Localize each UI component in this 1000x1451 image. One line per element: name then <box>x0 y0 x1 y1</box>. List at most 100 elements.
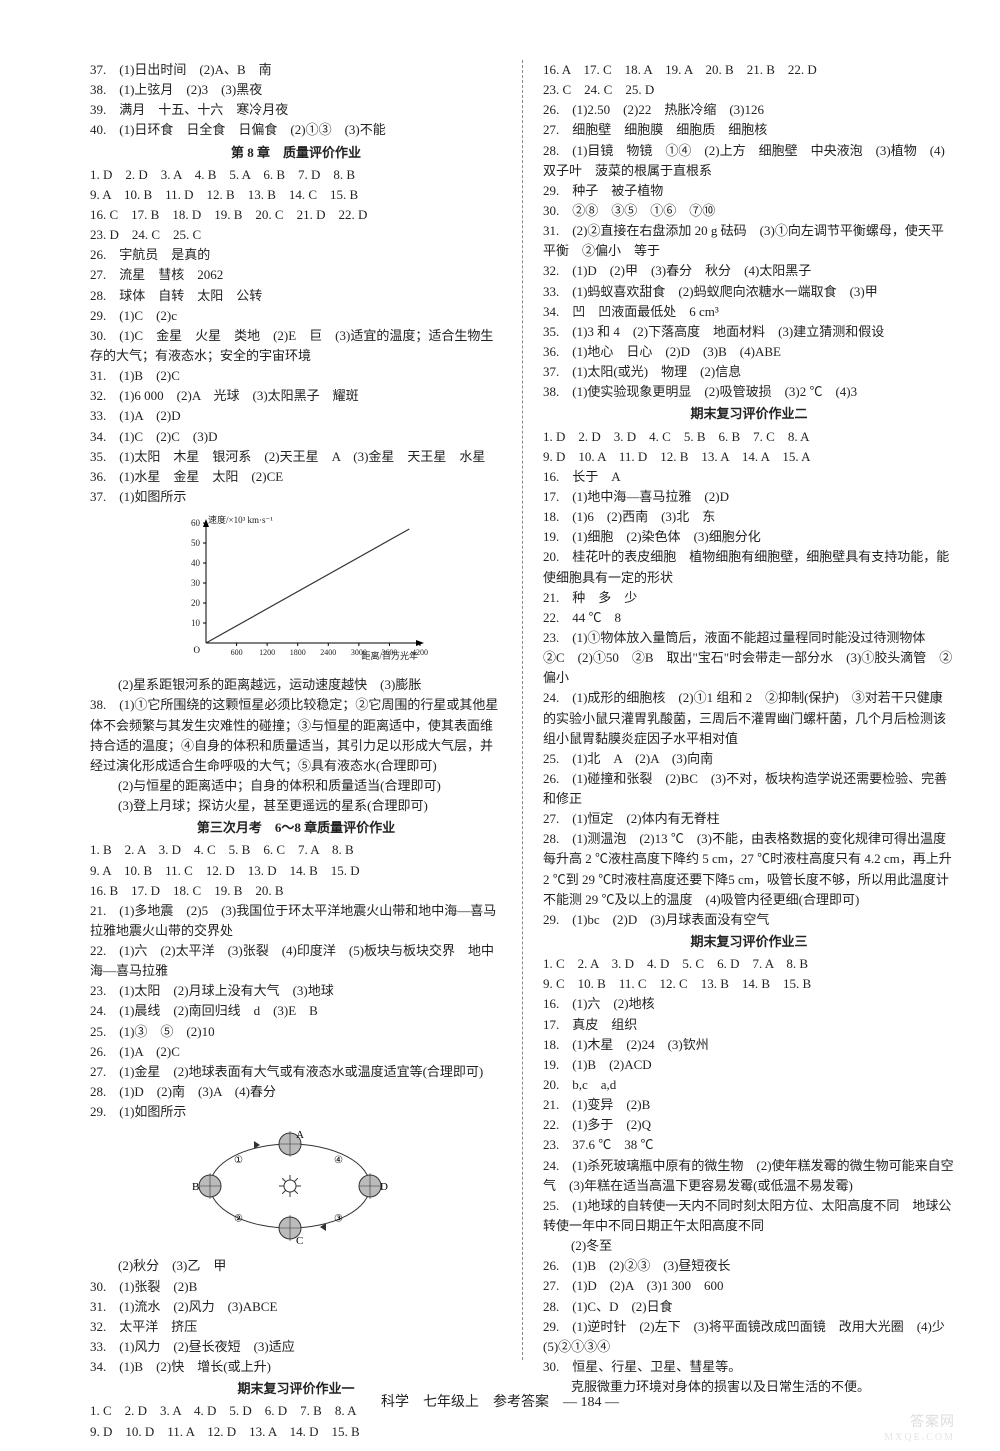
answer-line: 29. (1)逆时针 (2)左下 (3)将平面镜改成凹面镜 改用大光圈 (4)少… <box>543 1317 955 1357</box>
page-footer: 科学 七年级上 参考答案 — 184 — <box>0 1391 1000 1411</box>
watermark-url: MXQE.COM <box>884 1432 955 1443</box>
section-heading: 期末复习评价作业二 <box>543 404 955 424</box>
page-columns: 37. (1)日出时间 (2)A、B 南38. (1)上弦月 (2)3 (3)黑… <box>90 60 955 1360</box>
svg-text:2400: 2400 <box>320 648 336 657</box>
answer-line: 19. (1)B (2)ACD <box>543 1055 955 1075</box>
answer-line: 37. (1)太阳(或光) 物理 (2)信息 <box>543 362 955 382</box>
column-divider <box>522 60 523 1360</box>
answer-line: 16. A 17. C 18. A 19. A 20. B 21. B 22. … <box>543 60 955 80</box>
answer-line: 30. (1)张裂 (2)B <box>90 1277 502 1297</box>
answer-line: 22. (1)多于 (2)Q <box>543 1115 955 1135</box>
answer-line: 21. (1)多地震 (2)5 (3)我国位于环太平洋地震火山带和地中海—喜马拉… <box>90 901 502 941</box>
answer-line: 38. (1)上弦月 (2)3 (3)黑夜 <box>90 80 502 100</box>
svg-text:40: 40 <box>191 558 201 568</box>
answer-line: 28. 球体 自转 太阳 公转 <box>90 286 502 306</box>
answer-line: 31. (2)②直接在右盘添加 20 g 砝码 (3)①向左调节平衡螺母，使天平… <box>543 221 955 261</box>
svg-text:D: D <box>380 1181 388 1193</box>
svg-text:B: B <box>192 1181 199 1193</box>
answer-line: 29. (1)如图所示 <box>90 1102 502 1122</box>
svg-text:C: C <box>296 1235 303 1246</box>
answer-line: 35. (1)太阳 木星 银河系 (2)天王星 A (3)金星 天王星 水星 <box>90 447 502 467</box>
answer-line: 31. (1)B (2)C <box>90 366 502 386</box>
answer-line: 23. C 24. C 25. D <box>543 80 955 100</box>
answer-line: 29. (1)bc (2)D (3)月球表面没有空气 <box>543 910 955 930</box>
answer-line: 37. (1)日出时间 (2)A、B 南 <box>90 60 502 80</box>
answer-line: 35. (1)3 和 4 (2)下落高度 地面材料 (3)建立猜测和假设 <box>543 322 955 342</box>
answer-line: 9. C 10. B 11. C 12. C 13. B 14. B 15. B <box>543 974 955 994</box>
answer-line: 27. (1)恒定 (2)体内有无脊柱 <box>543 809 955 829</box>
answer-line: 1. C 2. A 3. D 4. D 5. C 6. D 7. A 8. B <box>543 954 955 974</box>
answer-line: (2)星系距银河系的距离越远，运动速度越快 (3)膨胀 <box>90 675 502 695</box>
answer-line: 18. (1)6 (2)西南 (3)北 东 <box>543 507 955 527</box>
answer-line: 39. 满月 十五、十六 寒冷月夜 <box>90 100 502 120</box>
answer-line: 22. (1)六 (2)太平洋 (3)张裂 (4)印度洋 (5)板块与板块交界 … <box>90 941 502 981</box>
section-heading: 期末复习评价作业三 <box>543 932 955 952</box>
svg-text:①: ① <box>234 1155 243 1166</box>
answer-line: 26. (1)2.50 (2)22 热胀冷缩 (3)126 <box>543 100 955 120</box>
answer-line: 25. (1)北 A (2)A (3)向南 <box>543 749 955 769</box>
answer-line: 34. (1)C (2)C (3)D <box>90 427 502 447</box>
diagram-container: ADCB④③②① <box>190 1126 390 1252</box>
answer-line: 30. 恒星、行星、卫星、彗星等。 <box>543 1357 955 1377</box>
answer-line: 27. 流星 彗核 2062 <box>90 265 502 285</box>
answer-line: 27. (1)金星 (2)地球表面有大气或有液态水或温度适宜等(合理即可) <box>90 1062 502 1082</box>
answer-line: 26. (1)B (2)②③ (3)昼短夜长 <box>543 1256 955 1276</box>
answer-line: 9. D 10. D 11. A 12. D 13. A 14. D 15. B <box>90 1422 502 1442</box>
answer-line: 36. (1)水星 金星 太阳 (2)CE <box>90 467 502 487</box>
svg-text:距离/百万光年: 距离/百万光年 <box>361 650 418 661</box>
svg-text:O: O <box>194 645 201 655</box>
answer-line: 30. ②⑧ ③⑤ ①⑥ ⑦⑩ <box>543 201 955 221</box>
answer-line: 30. (1)C 金星 火星 类地 (2)E 巨 (3)适宜的温度；适合生物生存… <box>90 326 502 366</box>
answer-line: 29. (1)C (2)c <box>90 306 502 326</box>
answer-line: 20. b,c a,d <box>543 1075 955 1095</box>
svg-text:1800: 1800 <box>290 648 306 657</box>
answer-line: (2)秋分 (3)乙 甲 <box>90 1256 502 1276</box>
answer-line: 24. (1)晨线 (2)南回归线 d (3)E B <box>90 1001 502 1021</box>
svg-text:20: 20 <box>191 598 201 608</box>
answer-line: 17. 真皮 组织 <box>543 1015 955 1035</box>
answer-line: 33. (1)蚂蚁喜欢甜食 (2)蚂蚁爬向浓糖水一端取食 (3)甲 <box>543 282 955 302</box>
answer-line: 28. (1)D (2)南 (3)A (4)春分 <box>90 1082 502 1102</box>
answer-line: 37. (1)如图所示 <box>90 487 502 507</box>
answer-line: 19. (1)细胞 (2)染色体 (3)细胞分化 <box>543 527 955 547</box>
svg-text:10: 10 <box>191 618 201 628</box>
svg-text:A: A <box>296 1129 304 1141</box>
answer-line: 16. B 17. D 18. C 19. B 20. B <box>90 881 502 901</box>
svg-text:④: ④ <box>334 1155 343 1166</box>
answer-line: 34. (1)B (2)快 增长(或上升) <box>90 1357 502 1377</box>
answer-line: 16. 长于 A <box>543 467 955 487</box>
answer-line: 9. A 10. B 11. C 12. D 13. D 14. B 15. D <box>90 861 502 881</box>
answer-line: 16. (1)六 (2)地核 <box>543 994 955 1014</box>
chart-container: 102030405060600120018002400300036004200O… <box>170 513 430 669</box>
answer-line: 29. 种子 被子植物 <box>543 181 955 201</box>
answer-line: 20. 桂花叶的表皮细胞 植物细胞有细胞壁，细胞壁具有支持功能，能使细胞具有一定… <box>543 547 955 587</box>
earth-orbit-diagram: ADCB④③②① <box>190 1126 390 1246</box>
answer-line: 23. D 24. C 25. C <box>90 225 502 245</box>
answer-line: 21. 种 多 少 <box>543 588 955 608</box>
answer-line: 28. (1)测温泡 (2)13 ℃ (3)不能，由表格数据的变化规律可得出温度… <box>543 829 955 910</box>
answer-line: 26. 宇航员 是真的 <box>90 245 502 265</box>
svg-text:②: ② <box>234 1214 243 1225</box>
svg-text:50: 50 <box>191 538 201 548</box>
answer-line: (3)登上月球；探访火星，甚至更遥远的星系(合理即可) <box>90 796 502 816</box>
answer-line: 40. (1)日环食 日全食 日偏食 (2)①③ (3)不能 <box>90 120 502 140</box>
svg-text:30: 30 <box>191 578 201 588</box>
answer-line: 27. 细胞壁 细胞膜 细胞质 细胞核 <box>543 120 955 140</box>
answer-line: 28. (1)目镜 物镜 ①④ (2)上方 细胞壁 中央液泡 (3)植物 (4)… <box>543 141 955 181</box>
answer-line: 9. D 10. A 11. D 12. B 13. A 14. A 15. A <box>543 447 955 467</box>
answer-line: 24. (1)杀死玻璃瓶中原有的微生物 (2)使年糕发霉的微生物可能来自空气 (… <box>543 1156 955 1196</box>
answer-line: 25. (1)地球的自转使一天内不同时刻太阳方位、太阳高度不同 地球公转使一年中… <box>543 1196 955 1236</box>
answer-line: 9. A 10. B 11. D 12. B 13. B 14. C 15. B <box>90 185 502 205</box>
answer-line: 34. 凹 凹液面最低处 6 cm³ <box>543 302 955 322</box>
velocity-distance-chart: 102030405060600120018002400300036004200O… <box>170 513 430 663</box>
answer-line: 38. (1)使实验现象更明显 (2)吸管玻损 (3)2 ℃ (4)3 <box>543 382 955 402</box>
answer-line: 1. D 2. D 3. A 4. B 5. A 6. B 7. D 8. B <box>90 165 502 185</box>
answer-line: 22. 44 ℃ 8 <box>543 608 955 628</box>
svg-text:速度/×10³ km·s⁻¹: 速度/×10³ km·s⁻¹ <box>208 514 273 525</box>
watermark-logo: 答案网 <box>910 1411 955 1431</box>
answer-line: 23. 37.6 ℃ 38 ℃ <box>543 1135 955 1155</box>
svg-text:1200: 1200 <box>259 648 275 657</box>
answer-line: 33. (1)风力 (2)昼长夜短 (3)适应 <box>90 1337 502 1357</box>
right-column: 16. A 17. C 18. A 19. A 20. B 21. B 22. … <box>543 60 955 1360</box>
answer-line: (2)与恒星的距离适中；自身的体积和质量适当(合理即可) <box>90 776 502 796</box>
